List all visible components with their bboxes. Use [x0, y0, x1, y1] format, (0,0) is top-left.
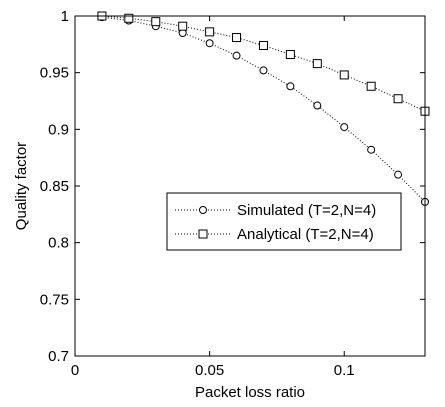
- data-point-square: [178, 21, 188, 31]
- data-point-square: [393, 94, 403, 104]
- plot-frame: [74, 15, 426, 357]
- y-tick-label: 0.75: [40, 291, 69, 308]
- legend-marker-circle: [199, 206, 207, 214]
- legend: Simulated (T=2,N=4) Analytical (T=2,N=4): [166, 192, 402, 251]
- plot-area: [75, 16, 425, 356]
- y-tick-label: 0.7: [48, 348, 69, 365]
- legend-label-simulated: Simulated (T=2,N=4): [237, 202, 376, 219]
- data-point-circle: [394, 170, 403, 179]
- data-point-circle: [205, 39, 214, 48]
- x-tick-label: 0.05: [195, 362, 224, 379]
- data-point-square: [285, 50, 295, 60]
- legend-label-analytical: Analytical (T=2,N=4): [237, 226, 374, 243]
- y-tick-label: 0.8: [48, 235, 69, 252]
- data-point-circle: [313, 101, 322, 110]
- data-point-circle: [259, 66, 268, 75]
- y-tick-label: 0.9: [48, 121, 69, 138]
- x-tick-label: 0: [71, 362, 79, 379]
- y-tick-label: 0.85: [40, 178, 69, 195]
- data-point-circle: [286, 82, 295, 91]
- data-point-square: [339, 70, 349, 80]
- data-point-square: [205, 27, 215, 37]
- data-point-circle: [232, 51, 241, 60]
- axes-layer: 0 0.05 0.1 0.7 0.75 0.8 0.85 0.9 0.95 1: [40, 8, 425, 379]
- data-point-square: [258, 40, 268, 50]
- y-tick-label: 0.95: [40, 65, 69, 82]
- data-point-square: [151, 17, 161, 27]
- x-axis-label: Packet loss ratio: [195, 384, 305, 401]
- legend-box: [166, 192, 402, 251]
- data-point-square: [366, 81, 376, 91]
- data-point-square: [312, 59, 322, 69]
- series-layer: [97, 11, 430, 206]
- legend-marker-square: [198, 229, 208, 239]
- data-point-circle: [367, 145, 376, 154]
- x-tick-label: 0.1: [334, 362, 355, 379]
- data-point-square: [124, 13, 134, 23]
- y-axis-label: Quality factor: [13, 142, 30, 230]
- data-point-square: [232, 33, 242, 43]
- y-tick-label: 1: [61, 8, 69, 25]
- data-point-circle: [340, 123, 349, 132]
